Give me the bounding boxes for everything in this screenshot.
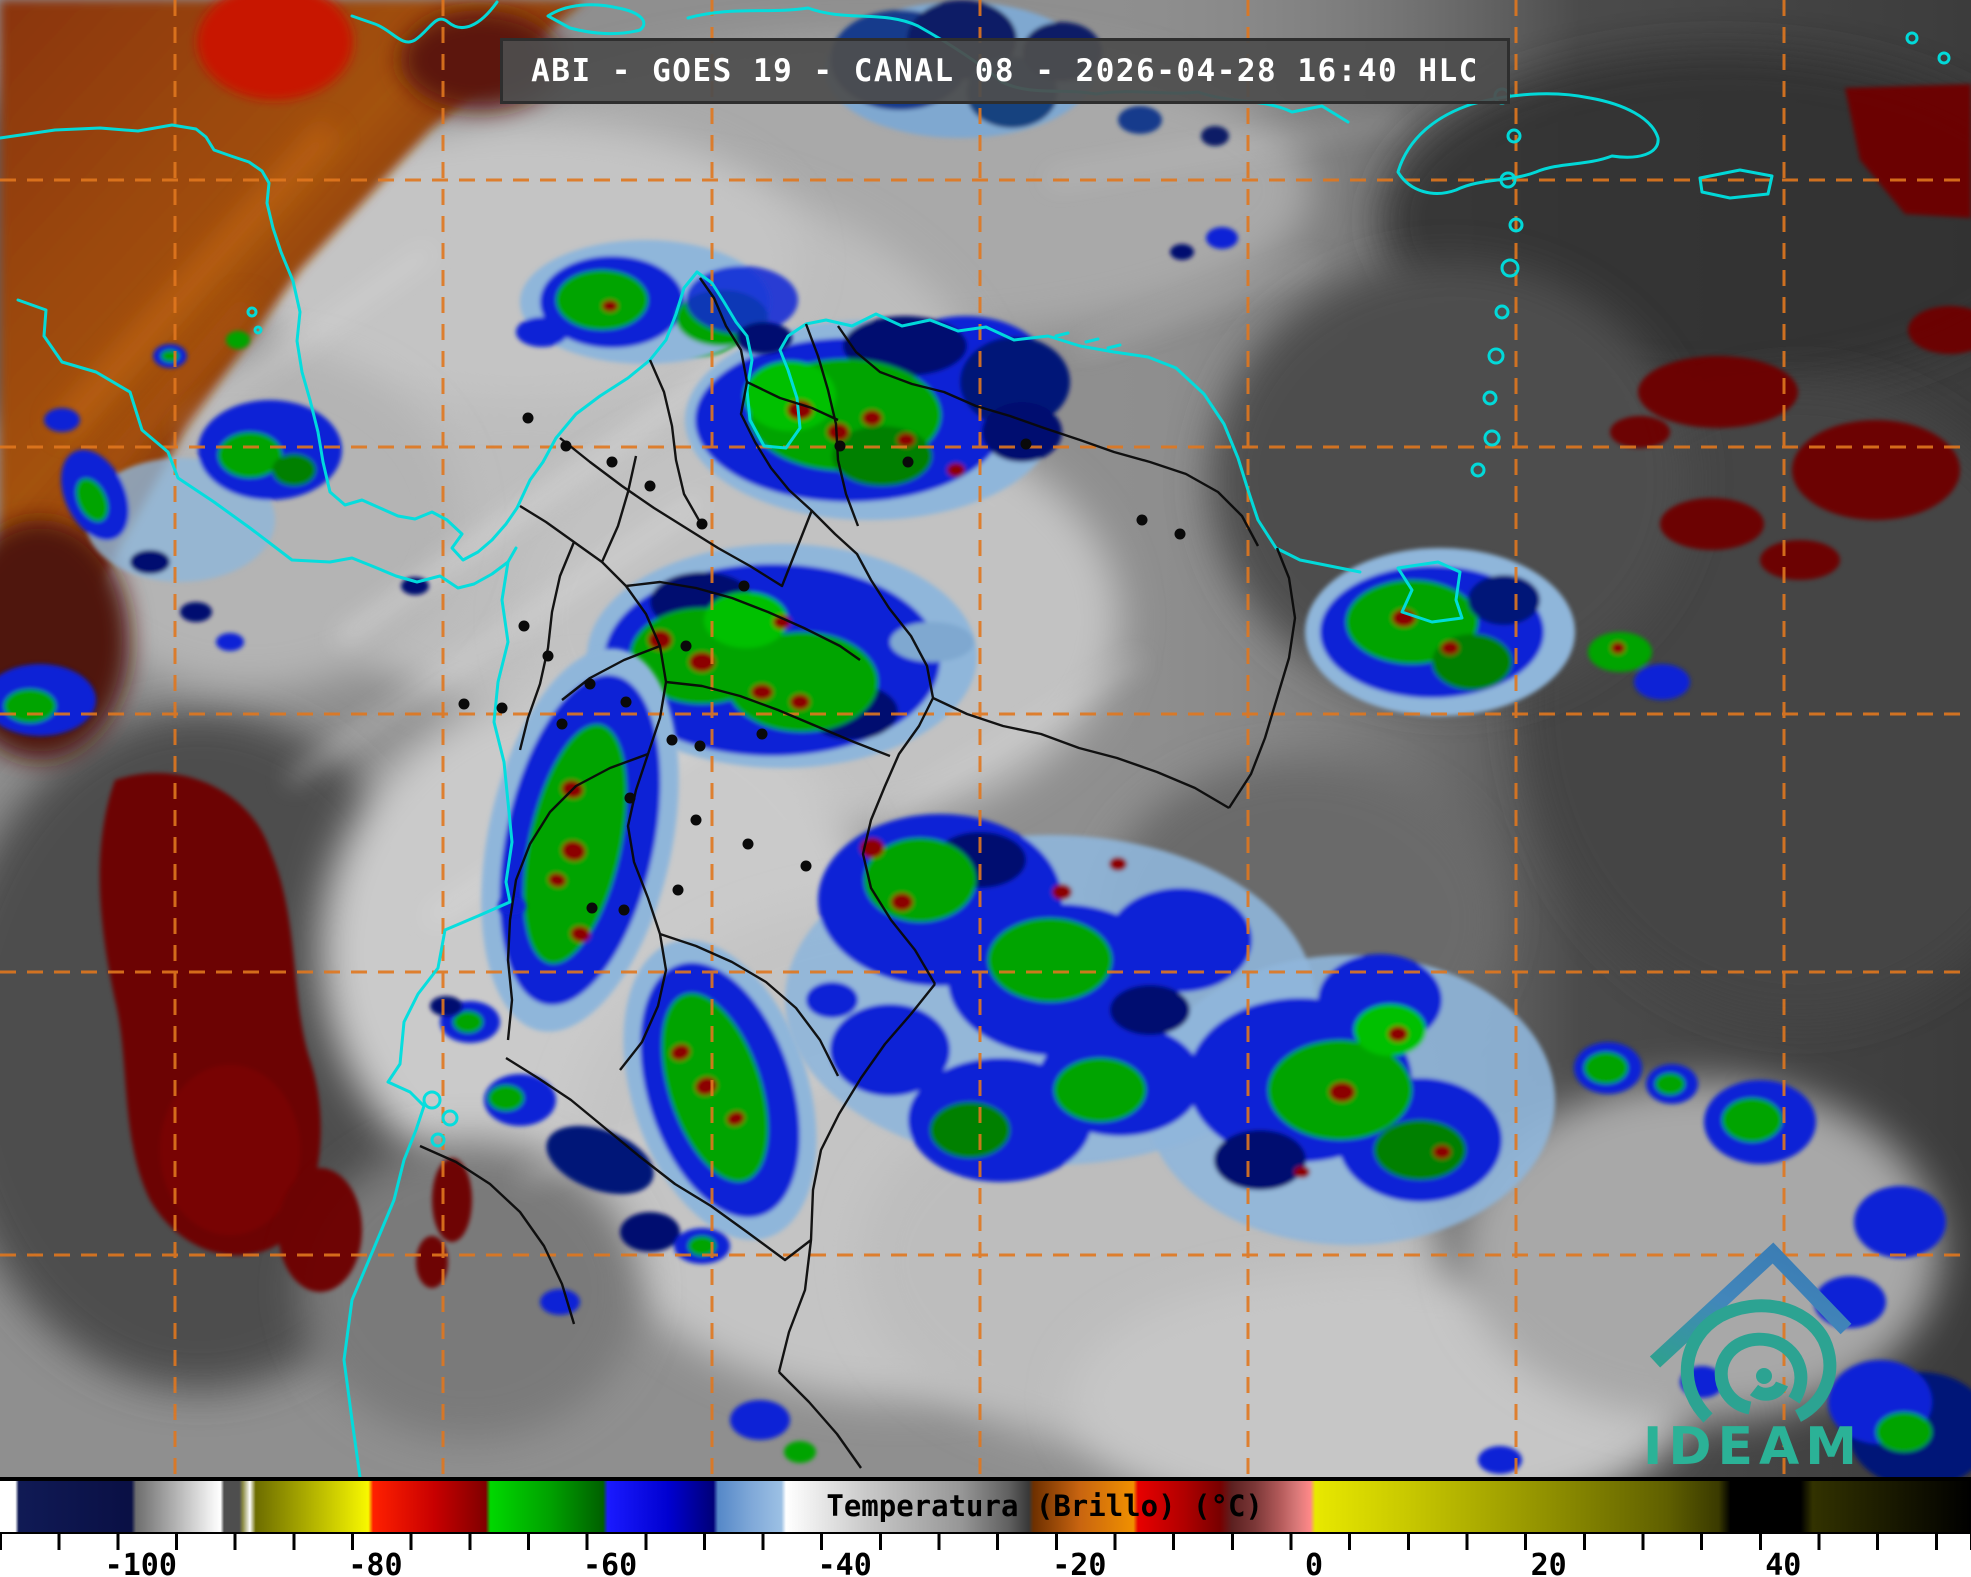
convective-cells-pacific-left (0, 331, 526, 1016)
colorbar: Temperatura (Brillo) (°C) -100 -80 -60 -40-… (0, 1477, 1971, 1577)
graticule-grid-lines (0, 0, 1971, 1477)
convective-cluster-orinoco (587, 544, 977, 768)
ideam-hurricane-swirl-icon (1680, 1299, 1837, 1423)
colorbar-label: Temperatura (Brillo) (°C) (826, 1489, 1263, 1523)
colorbar-gradient (0, 1477, 1971, 1534)
convective-band-southwest (481, 648, 679, 1032)
colorbar-tick-label: 40 (1765, 1548, 1802, 1577)
colorbar-tick-label: 0 (1304, 1548, 1324, 1577)
convective-cluster-east-venezuela (1305, 548, 1690, 716)
ideam-logo-text: IDEAM (1643, 1417, 1863, 1476)
image-title-bar: ABI - GOES 19 - CANAL 08 - 2026-04-28 16… (500, 38, 1510, 104)
colorbar-tick-label: -100 (104, 1548, 177, 1577)
colorbar-ticks (0, 1534, 1971, 1550)
ideam-logo: IDEAM (1643, 1242, 1863, 1476)
ideam-roof-icon (1649, 1242, 1852, 1368)
convective-band-south (623, 940, 817, 1240)
convective-cluster-caribbean-top (516, 240, 798, 364)
colorbar-tick-label: 20 (1530, 1548, 1567, 1577)
image-title-text: ABI - GOES 19 - CANAL 08 - 2026-04-28 16… (531, 53, 1479, 89)
city-markers (458, 412, 1186, 916)
colorbar-tick-label: -20 (1052, 1548, 1107, 1577)
satellite-map (0, 0, 1971, 1477)
colorbar-tick-label: -80 (348, 1548, 403, 1577)
colorbar-tick-label: -60 (582, 1548, 638, 1577)
colorbar-tick-labels: -100 -80 -60 -40 -20 0 20 40 (0, 1548, 1971, 1577)
colorbar-tick-label: -40 (817, 1548, 872, 1577)
country-borders (419, 277, 1297, 1469)
very-warm-surface-patches (99, 84, 1971, 1292)
